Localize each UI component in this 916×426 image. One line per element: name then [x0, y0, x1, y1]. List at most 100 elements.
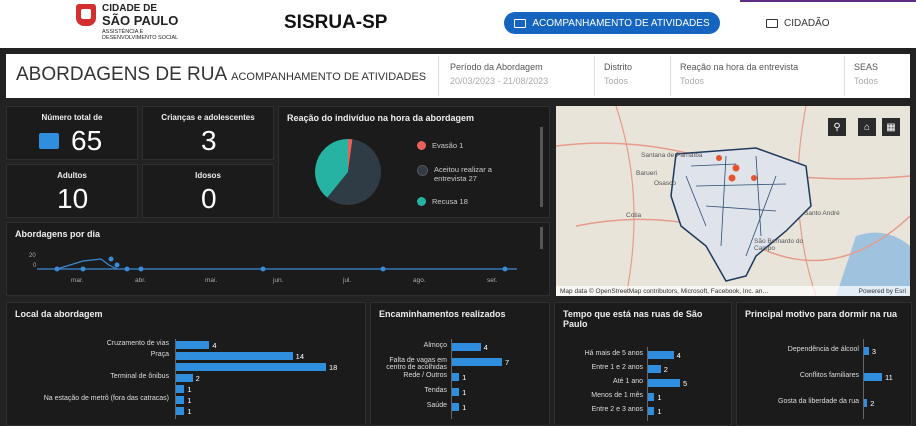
bar-value: 11 [885, 373, 893, 382]
reacao-pie-chart[interactable] [313, 137, 383, 207]
series-peak [56, 258, 118, 270]
legend-evasao[interactable]: Evasão 1 [417, 141, 463, 150]
bar-label: Entre 1 e 2 anos [591, 364, 643, 371]
local-title: Local da abordagem [15, 309, 103, 319]
acompanhamento-label: ACOMPANHAMENTO DE ATIVIDADES [532, 17, 710, 29]
pie-slice[interactable] [327, 139, 381, 205]
filter-label: Período da Abordagem [450, 62, 543, 72]
filter-seas[interactable]: SEAS Todos [854, 62, 878, 86]
folder-icon [766, 18, 778, 28]
y-tick-0: 0 [33, 263, 37, 269]
month-tick: mar. [71, 277, 84, 284]
filter-value: Todos [604, 76, 629, 86]
divider [594, 56, 595, 96]
accent-line [740, 0, 916, 2]
bar-value: 7 [505, 358, 510, 367]
bar-label: Saúde [426, 402, 447, 409]
filter-reacao[interactable]: Reação na hora da entrevista Todos [680, 62, 798, 86]
kpi-criancas: Crianças e adolescentes 3 [142, 106, 274, 160]
bar-value: 4 [483, 343, 488, 352]
bar[interactable] [864, 373, 882, 381]
axis-line [451, 339, 452, 419]
page-subtitle: ACOMPANHAMENTO DE ATIVIDADES [231, 71, 427, 83]
bar[interactable] [176, 385, 185, 393]
kpi-criancas-value: 3 [201, 125, 217, 156]
data-point [124, 266, 130, 272]
bar[interactable] [864, 347, 869, 355]
scrollbar[interactable] [540, 127, 543, 207]
search-icon[interactable]: ⚲ [828, 118, 846, 136]
bar[interactable] [176, 363, 326, 371]
bar[interactable] [452, 358, 502, 366]
bar[interactable] [452, 373, 460, 381]
tempo-title: Tempo que está nas ruas de São Paulo [563, 309, 703, 329]
map-view[interactable]: Santana de Parnaíba Barueri Osasco Cotia… [556, 106, 910, 296]
pie-slice[interactable] [348, 139, 353, 172]
kpi-adultos-label: Adultos [57, 171, 87, 180]
bar-value: 1 [187, 396, 192, 405]
legend-recusa[interactable]: Recusa 18 [417, 197, 468, 206]
legend-label: Evasão [432, 141, 458, 150]
abordagens-dia-card: Abordagens por dia 20 0 mar. abr. mai. jun.… [6, 222, 550, 296]
map-label-sbc: São Bernardo do Campo [754, 238, 804, 252]
folder-icon [514, 18, 527, 28]
filter-distrito[interactable]: Distrito Todos [604, 62, 632, 86]
legend-aceitou[interactable]: Aceitou realizar a entrevista 27 [417, 165, 517, 183]
bar-label: Dependência de álcool [787, 346, 859, 353]
bar[interactable] [176, 374, 193, 382]
acompanhamento-tab-button[interactable]: ACOMPANHAMENTO DE ATIVIDADES [504, 12, 720, 34]
month-tick: jul. [343, 277, 352, 284]
bar-label: Gosta da liberdade da rua [778, 398, 859, 405]
bar-label: Até 1 ano [613, 378, 643, 385]
bar[interactable] [864, 399, 868, 407]
divider [844, 56, 845, 96]
bar[interactable] [176, 396, 185, 404]
bar[interactable] [648, 351, 674, 359]
kpi-idosos: Idosos 0 [142, 164, 274, 218]
month-tick: ago. [413, 277, 426, 284]
abordagens-dia-line-chart[interactable] [37, 251, 537, 275]
map-canvas[interactable] [556, 106, 910, 296]
data-point [54, 266, 60, 272]
bar[interactable] [176, 341, 210, 349]
bar-label: Praça [150, 351, 169, 358]
bar-value: 1 [462, 403, 467, 412]
bar-value: 1 [462, 388, 467, 397]
bar-label: Na estação de metrô (fora das catracas) [43, 395, 169, 402]
scrollbar[interactable] [540, 227, 543, 249]
filter-periodo[interactable]: Período da Abordagem 20/03/2023 - 21/08/… [450, 62, 548, 86]
kpi-adultos: Adultos 10 [6, 164, 138, 218]
bar-value: 2 [195, 374, 200, 383]
month-tick: jun. [273, 277, 284, 284]
pie-slice[interactable] [315, 139, 348, 198]
bar-value: 14 [295, 352, 304, 361]
bar-value: 4 [212, 341, 217, 350]
bar-value: 1 [657, 393, 662, 402]
bar[interactable] [176, 407, 185, 415]
data-point [260, 266, 266, 272]
bar[interactable] [452, 403, 460, 411]
data-point [80, 266, 86, 272]
cidadao-tab-button[interactable]: CIDADÃO [766, 12, 830, 34]
bar[interactable] [452, 388, 460, 396]
bar[interactable] [648, 407, 655, 415]
kpi-total-value: 65 [71, 125, 103, 156]
city-logo[interactable]: CIDADE DE SÃO PAULO ASSISTÊNCIA E DESENV… [74, 2, 184, 46]
legend-value: 18 [459, 197, 468, 206]
legend-value: 27 [468, 174, 477, 183]
map-label-barueri: Barueri [636, 170, 657, 177]
bar-label: Cruzamento de vias [106, 340, 169, 347]
bar[interactable] [648, 379, 680, 387]
crest-icon [76, 4, 96, 26]
powered-by-text[interactable]: Powered by Esri [858, 287, 906, 295]
kpi-idosos-label: Idosos [195, 171, 221, 180]
y-tick-20: 20 [29, 253, 36, 259]
data-point [380, 266, 386, 272]
bar[interactable] [176, 352, 293, 360]
bar[interactable] [452, 343, 481, 351]
bar[interactable] [648, 393, 655, 401]
home-icon[interactable]: ⌂ [858, 118, 876, 136]
bar[interactable] [648, 365, 661, 373]
brand-line1: CIDADE DE [102, 3, 158, 14]
qr-icon[interactable]: ▦ [882, 118, 900, 136]
